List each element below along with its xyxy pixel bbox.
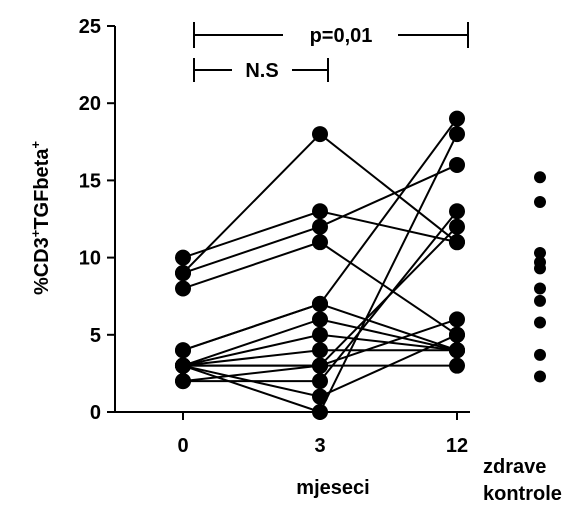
patient-point [449,357,465,374]
patient-point [312,373,328,390]
patient-point [449,156,465,173]
y-axis-label: %CD3+TGFbeta+ [28,141,53,296]
healthy-control-point [534,262,546,275]
patient-point [312,388,328,405]
patient-point [312,326,328,343]
patient-point [175,280,191,297]
patient-point [449,311,465,328]
healthy-control-point [534,282,546,295]
y-tick-label: 25 [79,16,101,38]
x-axis-label: mjeseci [296,477,369,499]
x-tick-label: 12 [446,435,468,457]
healthy-label-line2: kontrole [483,483,562,505]
y-tick-label: 20 [79,93,101,115]
series-points [175,110,465,420]
patient-point [175,357,191,374]
bracket-short-label: N.S [245,60,278,82]
patient-point [449,203,465,220]
y-tick-label: 0 [90,402,101,424]
y-tick-label: 10 [79,248,101,270]
x-tick-label: 0 [177,435,188,457]
healthy-control-point [534,370,546,383]
patient-point [312,357,328,374]
x-tick-label: 3 [314,435,325,457]
healthy-control-point [534,171,546,184]
patient-point [449,110,465,127]
healthy-control-points [534,171,546,383]
healthy-control-point [534,246,546,259]
healthy-control-point [534,348,546,361]
patient-point [175,249,191,266]
significance-brackets: p=0,01 N.S [193,22,469,82]
patient-point [312,311,328,328]
patient-point [449,342,465,359]
y-tick-label: 15 [79,170,101,192]
healthy-control-point [534,316,546,329]
patient-point [312,404,328,420]
healthy-control-point [534,294,546,307]
patient-point [312,126,328,143]
healthy-label-line1: zdrave [483,456,546,478]
axes: 0 5 10 15 20 25 0 3 12 [79,16,470,457]
patient-point [312,218,328,235]
patient-point [449,326,465,343]
patient-point [175,342,191,359]
patient-point [312,234,328,251]
patient-point [449,126,465,143]
y-tick-label: 5 [90,325,101,347]
patient-point [175,373,191,390]
patient-point [449,218,465,235]
patient-point [312,203,328,220]
patient-point [175,265,191,282]
patient-point [449,234,465,251]
patient-point [312,295,328,312]
bracket-long-label: p=0,01 [310,25,373,47]
patient-point [312,342,328,359]
healthy-control-point [534,196,546,209]
